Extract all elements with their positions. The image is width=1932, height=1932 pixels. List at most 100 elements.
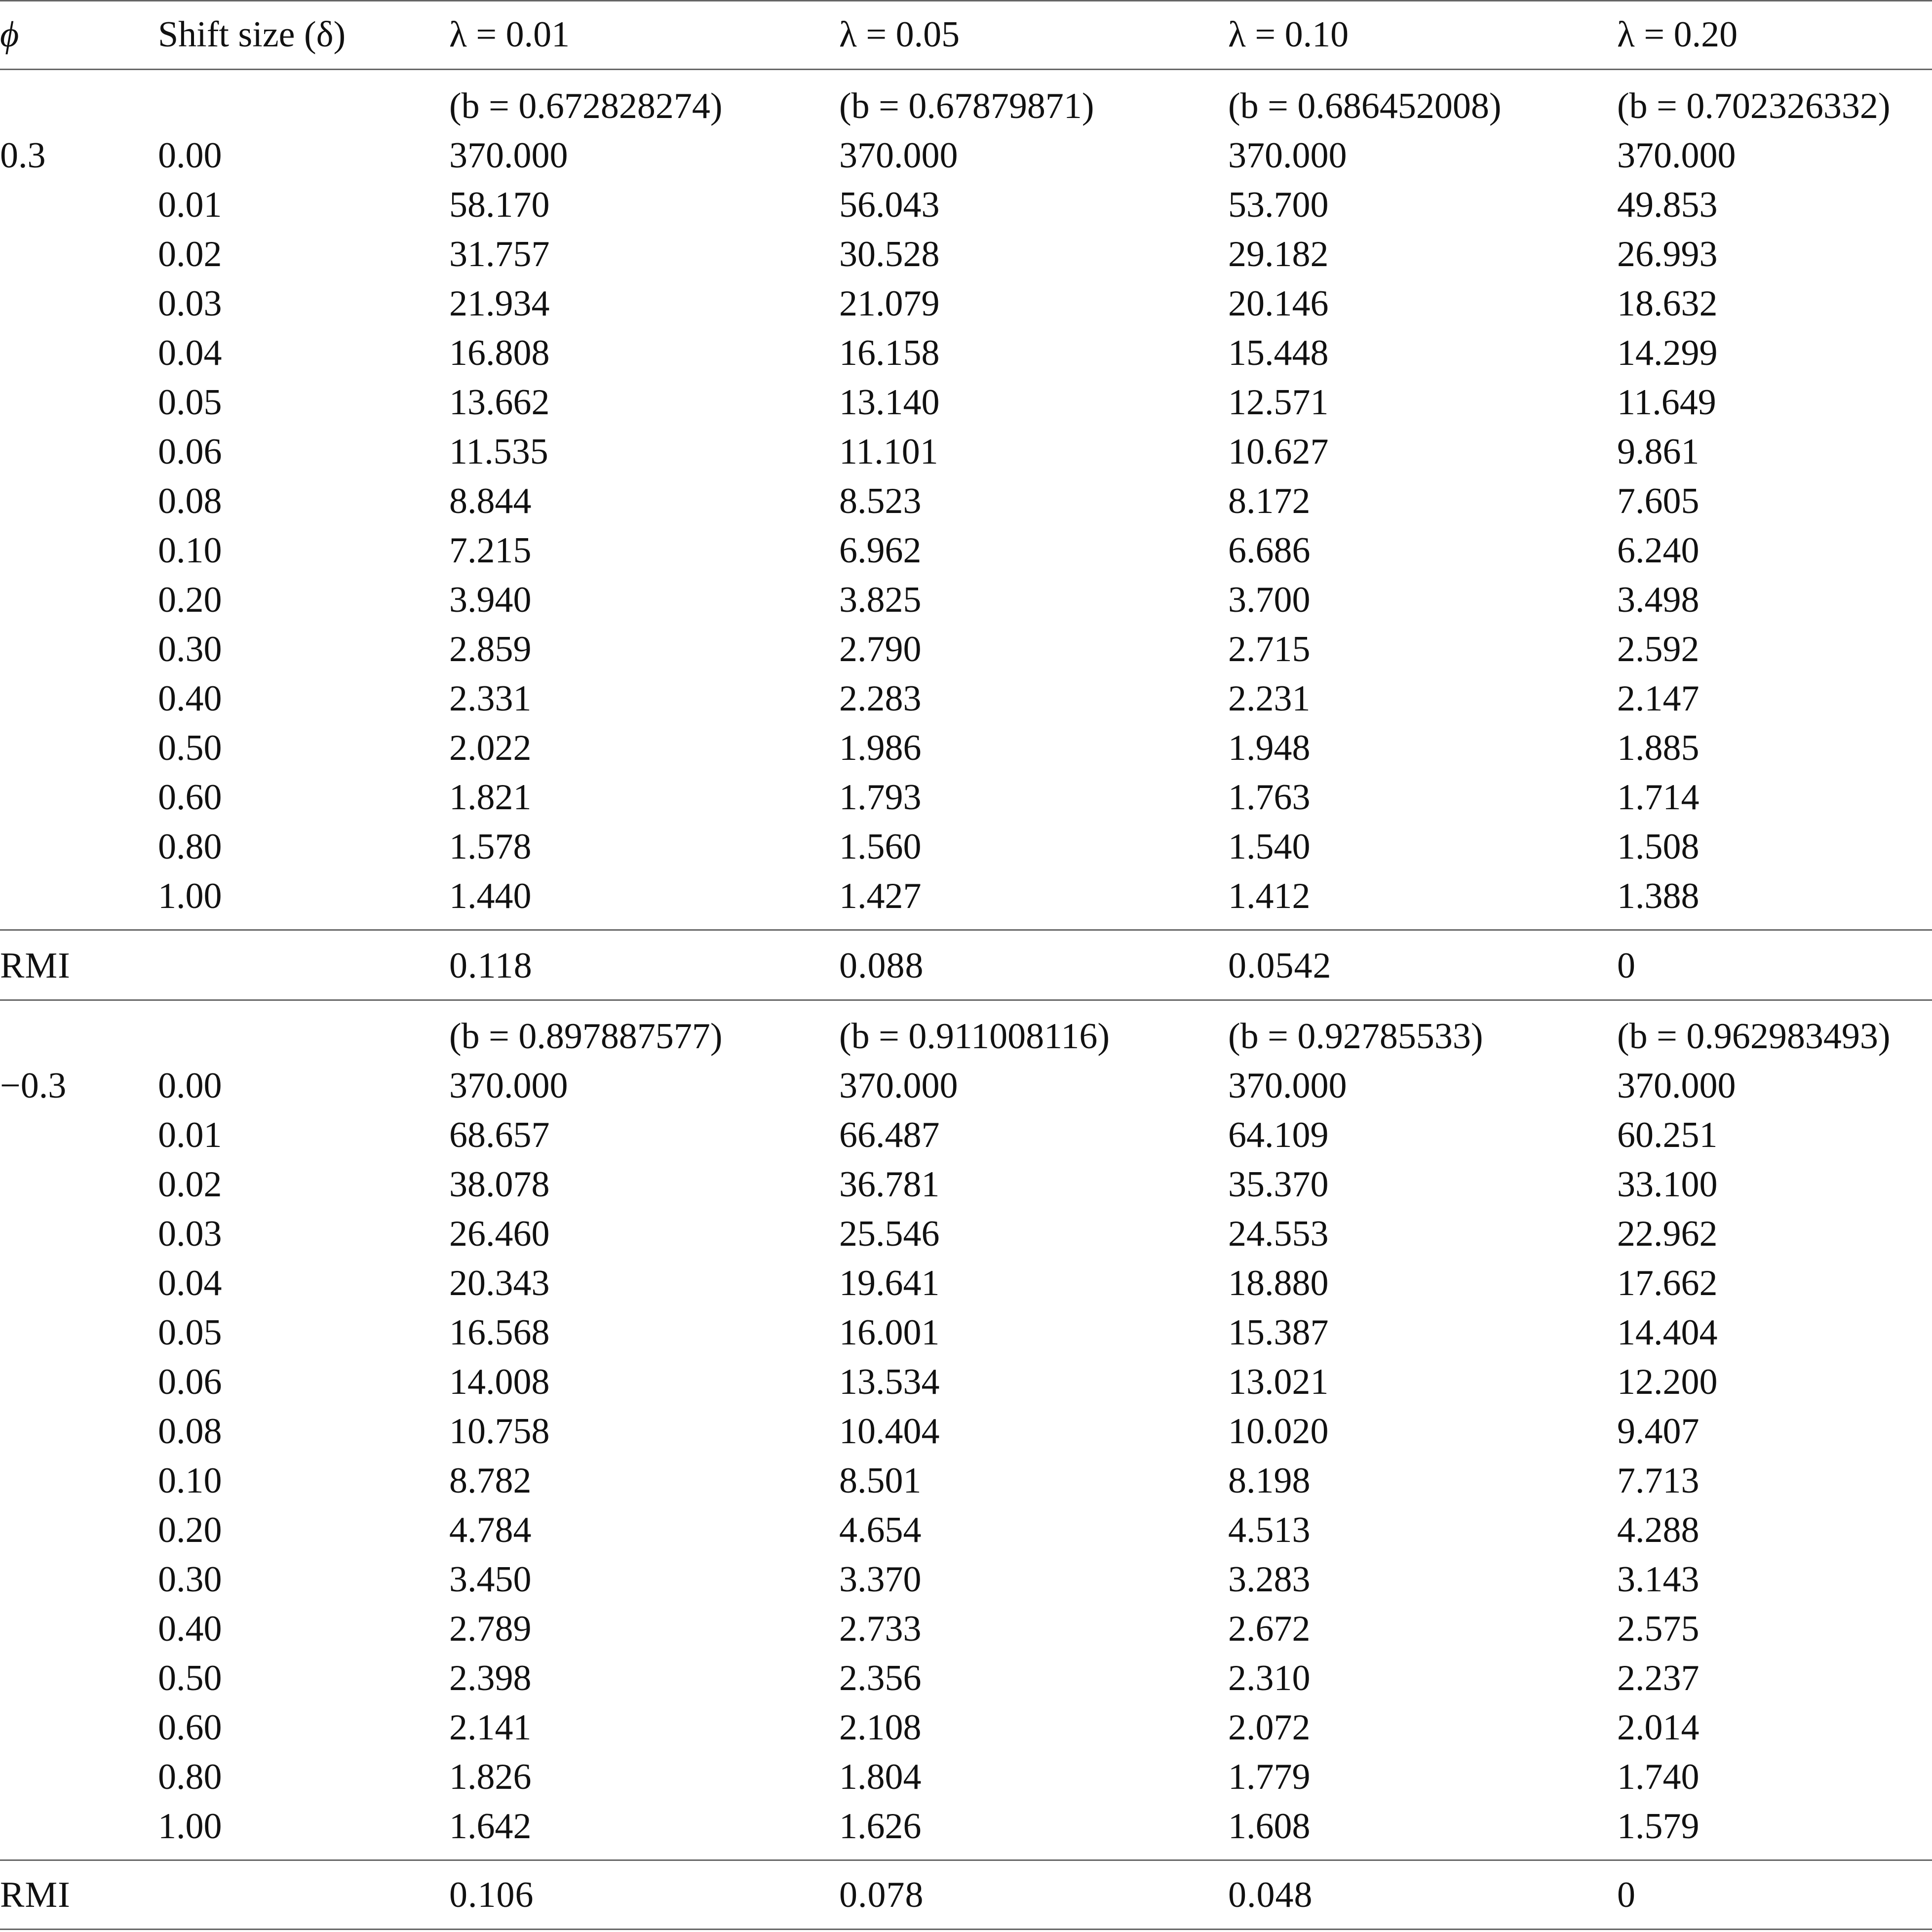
shift-size: 0.05 bbox=[158, 1312, 222, 1353]
rmi-value: 0.0542 bbox=[1228, 946, 1332, 986]
b-value: (b = 0.67879871) bbox=[839, 86, 1094, 126]
arl-value: 1.427 bbox=[839, 876, 922, 916]
arl-value: 35.370 bbox=[1228, 1164, 1329, 1205]
table-row: 0.01 58.170 56.043 53.700 49.853 bbox=[0, 180, 1932, 230]
arl-value: 1.885 bbox=[1617, 728, 1700, 768]
arl-value: 33.100 bbox=[1617, 1164, 1718, 1205]
arl-value: 2.022 bbox=[449, 728, 532, 768]
arl-value: 2.733 bbox=[839, 1609, 922, 1649]
rmi-top-rule bbox=[0, 1859, 1932, 1861]
shift-size: 0.50 bbox=[158, 728, 222, 768]
shift-size: 1.00 bbox=[158, 1806, 222, 1847]
arl-value: 2.237 bbox=[1617, 1658, 1700, 1698]
arl-value: 6.686 bbox=[1228, 530, 1311, 571]
arl-value: 13.534 bbox=[839, 1362, 940, 1402]
table-row: 0.02 38.078 36.781 35.370 33.100 bbox=[0, 1160, 1932, 1209]
arl-value: 7.215 bbox=[449, 530, 532, 571]
arl-value: 2.014 bbox=[1617, 1707, 1700, 1748]
table-row: −0.3 0.00 370.000 370.000 370.000 370.000 bbox=[0, 1061, 1932, 1110]
rmi-row: RMI 0.106 0.078 0.048 0 bbox=[0, 1870, 1932, 1920]
table-row: 0.60 2.141 2.108 2.072 2.014 bbox=[0, 1703, 1932, 1752]
header-phi: ϕ bbox=[0, 14, 19, 55]
arl-value: 12.571 bbox=[1228, 382, 1329, 423]
arl-value: 53.700 bbox=[1228, 185, 1329, 225]
b-value: (b = 0.962983493) bbox=[1617, 1016, 1891, 1057]
shift-size: 0.60 bbox=[158, 1707, 222, 1748]
arl-value: 370.000 bbox=[449, 135, 568, 176]
arl-value: 2.398 bbox=[449, 1658, 532, 1698]
arl-value: 14.404 bbox=[1617, 1312, 1718, 1353]
arl-value: 2.072 bbox=[1228, 1707, 1311, 1748]
arl-value: 16.568 bbox=[449, 1312, 550, 1353]
arl-value: 3.143 bbox=[1617, 1559, 1700, 1600]
arl-value: 58.170 bbox=[449, 185, 550, 225]
table-row: 0.01 68.657 66.487 64.109 60.251 bbox=[0, 1110, 1932, 1160]
rmi-value: 0.088 bbox=[839, 946, 924, 986]
arl-value: 20.343 bbox=[449, 1263, 550, 1303]
table-row: 0.08 10.758 10.404 10.020 9.407 bbox=[0, 1407, 1932, 1456]
arl-value: 7.605 bbox=[1617, 481, 1700, 521]
arl-value: 2.592 bbox=[1617, 629, 1700, 670]
arl-value: 10.627 bbox=[1228, 432, 1329, 472]
arl-value: 370.000 bbox=[449, 1065, 568, 1106]
rmi-row: RMI 0.118 0.088 0.0542 0 bbox=[0, 941, 1932, 990]
rmi-top-rule bbox=[0, 929, 1932, 931]
arl-value: 3.450 bbox=[449, 1559, 532, 1600]
table-row: 1.00 1.440 1.427 1.412 1.388 bbox=[0, 871, 1932, 921]
arl-value: 31.757 bbox=[449, 234, 550, 275]
arl-value: 13.140 bbox=[839, 382, 940, 423]
table-row: 0.40 2.331 2.283 2.231 2.147 bbox=[0, 674, 1932, 723]
arl-value: 1.986 bbox=[839, 728, 922, 768]
arl-value: 4.784 bbox=[449, 1510, 532, 1550]
arl-value: 370.000 bbox=[839, 135, 958, 176]
rmi-value: 0.048 bbox=[1228, 1875, 1313, 1915]
arl-value: 1.388 bbox=[1617, 876, 1700, 916]
arl-value: 1.540 bbox=[1228, 827, 1311, 867]
header-lambda-4: λ = 0.20 bbox=[1617, 14, 1738, 55]
header-shift: Shift size (δ) bbox=[158, 14, 346, 55]
arl-value: 3.498 bbox=[1617, 580, 1700, 620]
shift-size: 0.40 bbox=[158, 1609, 222, 1649]
shift-size: 0.80 bbox=[158, 1757, 222, 1797]
arl-value: 370.000 bbox=[1617, 1065, 1736, 1106]
shift-size: 0.01 bbox=[158, 185, 222, 225]
rmi-bottom-rule bbox=[0, 1929, 1932, 1930]
arl-value: 24.553 bbox=[1228, 1214, 1329, 1254]
top-rule bbox=[0, 0, 1932, 1]
arl-value: 49.853 bbox=[1617, 185, 1718, 225]
table-row: 0.04 20.343 19.641 18.880 17.662 bbox=[0, 1259, 1932, 1308]
arl-value: 3.825 bbox=[839, 580, 922, 620]
arl-value: 6.240 bbox=[1617, 530, 1700, 571]
arl-value: 3.283 bbox=[1228, 1559, 1311, 1600]
table-row: 0.08 8.844 8.523 8.172 7.605 bbox=[0, 476, 1932, 526]
arl-value: 1.826 bbox=[449, 1757, 532, 1797]
arl-value: 1.779 bbox=[1228, 1757, 1311, 1797]
arl-value: 11.649 bbox=[1617, 382, 1716, 423]
header-lambda-2: λ = 0.05 bbox=[839, 14, 960, 55]
arl-value: 26.460 bbox=[449, 1214, 550, 1254]
arl-value: 1.714 bbox=[1617, 777, 1700, 818]
arl-value: 2.575 bbox=[1617, 1609, 1700, 1649]
shift-size: 0.08 bbox=[158, 1411, 222, 1452]
arl-value: 1.608 bbox=[1228, 1806, 1311, 1847]
arl-value: 13.021 bbox=[1228, 1362, 1329, 1402]
arl-value: 2.789 bbox=[449, 1609, 532, 1649]
arl-value: 2.715 bbox=[1228, 629, 1311, 670]
arl-value: 370.000 bbox=[1228, 135, 1347, 176]
arl-value: 2.231 bbox=[1228, 678, 1311, 719]
arl-value: 3.940 bbox=[449, 580, 532, 620]
arl-value: 10.404 bbox=[839, 1411, 940, 1452]
arl-value: 8.782 bbox=[449, 1460, 532, 1501]
arl-value: 2.859 bbox=[449, 629, 532, 670]
rmi-value: 0.118 bbox=[449, 946, 533, 986]
table-row: 0.03 21.934 21.079 20.146 18.632 bbox=[0, 279, 1932, 328]
table-row: 0.20 4.784 4.654 4.513 4.288 bbox=[0, 1505, 1932, 1555]
arl-value: 64.109 bbox=[1228, 1115, 1329, 1155]
table-row: 0.30 2.859 2.790 2.715 2.592 bbox=[0, 625, 1932, 674]
table-row: 1.00 1.642 1.626 1.608 1.579 bbox=[0, 1802, 1932, 1851]
arl-value: 20.146 bbox=[1228, 283, 1329, 324]
shift-size: 0.02 bbox=[158, 234, 222, 275]
arl-value: 14.008 bbox=[449, 1362, 550, 1402]
arl-value: 370.000 bbox=[1617, 135, 1736, 176]
arl-value: 12.200 bbox=[1617, 1362, 1718, 1402]
